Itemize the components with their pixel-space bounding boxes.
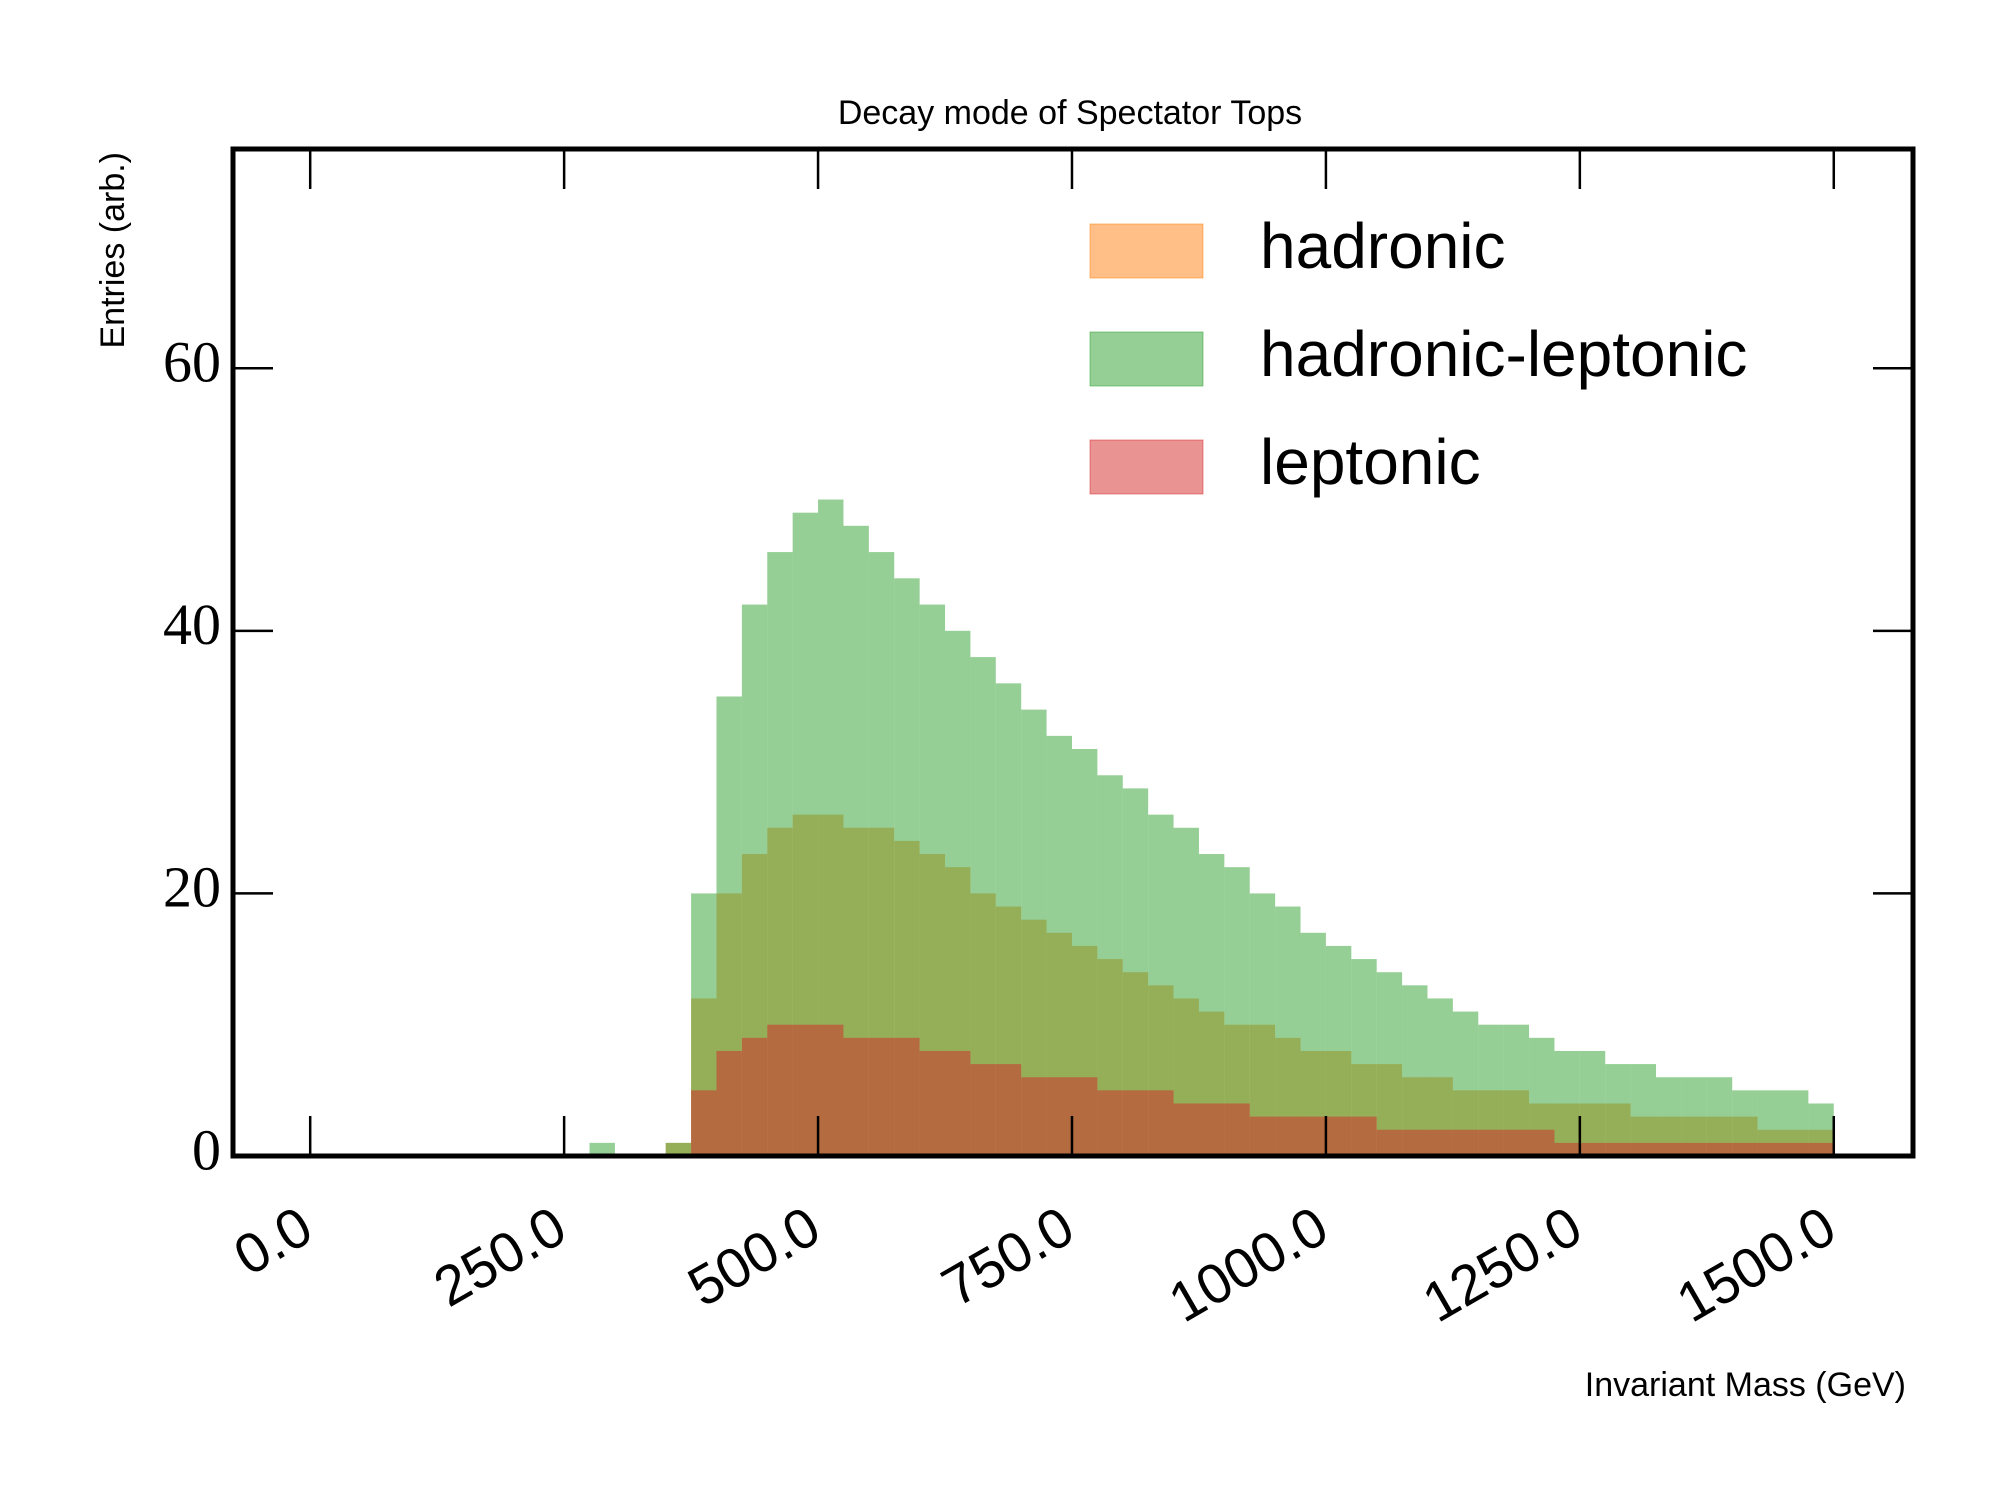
y-tick-label: 40 <box>163 592 221 657</box>
histogram-bar <box>868 1037 895 1156</box>
histogram-bar <box>818 1024 844 1156</box>
legend-label: hadronic-leptonic <box>1260 318 1747 390</box>
histogram-bar <box>741 1037 768 1156</box>
histogram-bar <box>716 1050 742 1156</box>
histogram-bar <box>945 1050 971 1156</box>
chart-title: Decay mode of Spectator Tops <box>838 94 1302 132</box>
legend-swatch <box>1089 331 1204 387</box>
histogram-bar <box>1173 827 1199 1156</box>
histogram-bar <box>1630 1142 1657 1156</box>
legend-label: hadronic <box>1260 210 1506 282</box>
histogram-bar <box>1554 1050 1580 1156</box>
histogram-bar <box>1275 906 1301 1156</box>
histogram-bar <box>1656 1142 1682 1156</box>
histogram-bar <box>1224 1103 1250 1156</box>
histogram-bar <box>1046 1077 1072 1156</box>
legend-swatch <box>1089 439 1204 495</box>
y-axis-label: Entries (arb.) <box>94 152 132 349</box>
histogram-bar <box>1275 1116 1301 1156</box>
histogram-bar <box>767 1024 793 1156</box>
histogram-bar <box>792 1024 819 1156</box>
y-tick-label: 0 <box>192 1117 221 1182</box>
plot-area <box>589 499 1834 1157</box>
histogram-bar <box>1478 1129 1504 1156</box>
histogram-bar <box>1808 1142 1834 1156</box>
histogram-bar <box>919 1050 946 1156</box>
histogram-bar <box>1605 1142 1631 1156</box>
histogram-bar <box>1605 1064 1631 1156</box>
histogram-bar <box>1782 1142 1809 1156</box>
histogram-bar <box>691 1090 717 1156</box>
y-tick-label: 20 <box>163 855 221 920</box>
histogram-bar <box>1300 1116 1326 1156</box>
histogram-bar <box>1249 893 1276 1156</box>
histogram-bar <box>970 1064 996 1156</box>
histogram-bar <box>1071 1077 1098 1156</box>
histogram-bar <box>1097 1090 1123 1156</box>
histogram-bar <box>1249 1116 1276 1156</box>
y-tick-label: 60 <box>163 330 221 395</box>
histogram-bar <box>1579 1050 1606 1156</box>
histogram-bar <box>1402 1129 1428 1156</box>
histogram-bar <box>1630 1064 1657 1156</box>
legend-label: leptonic <box>1260 426 1481 498</box>
histogram-bar <box>1706 1142 1733 1156</box>
histogram-bar <box>1402 985 1428 1156</box>
histogram-bar <box>665 1142 692 1156</box>
histogram-bar <box>589 1142 615 1156</box>
histogram-bar <box>1376 1129 1403 1156</box>
histogram-bar <box>1376 972 1403 1156</box>
histogram-bar <box>1529 1129 1555 1156</box>
histogram-bar <box>843 1037 869 1156</box>
histogram-bar <box>1325 1116 1352 1156</box>
histogram-bar <box>894 1037 920 1156</box>
histogram-bar <box>1351 1116 1377 1156</box>
histogram-bar <box>995 1064 1022 1156</box>
histogram-bar <box>1452 1129 1479 1156</box>
histogram-bar <box>1122 1090 1149 1156</box>
histogram-bar <box>1173 1103 1199 1156</box>
x-axis-label: Invariant Mass (GeV) <box>1585 1366 1906 1404</box>
histogram-bar <box>1148 1090 1174 1156</box>
histogram-bar <box>1198 1103 1225 1156</box>
histogram-bar <box>1503 1129 1530 1156</box>
histogram-bar <box>1427 1129 1453 1156</box>
legend-swatch <box>1089 223 1204 279</box>
histogram-bar <box>1732 1142 1758 1156</box>
histogram-bar <box>1757 1142 1783 1156</box>
histogram-bar <box>1021 1077 1047 1156</box>
histogram-bar <box>1681 1142 1707 1156</box>
histogram-bar <box>1579 1142 1606 1156</box>
histogram-bar <box>1554 1142 1580 1156</box>
